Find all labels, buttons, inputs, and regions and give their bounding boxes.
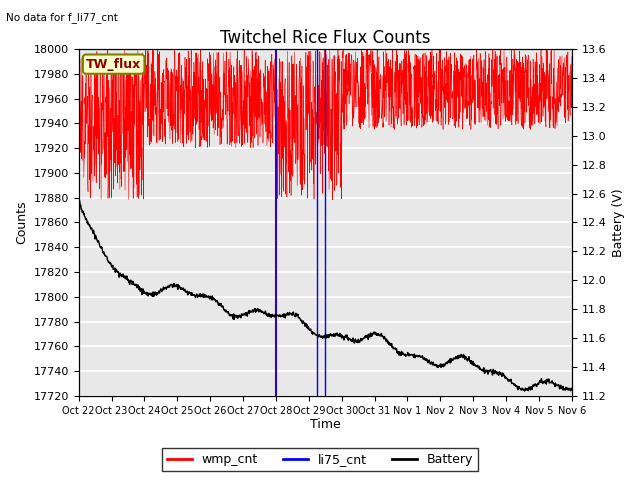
Y-axis label: Counts: Counts [15, 201, 28, 244]
Text: TW_flux: TW_flux [86, 58, 141, 71]
Legend: wmp_cnt, li75_cnt, Battery: wmp_cnt, li75_cnt, Battery [162, 448, 478, 471]
Text: No data for f_li77_cnt: No data for f_li77_cnt [6, 12, 118, 23]
X-axis label: Time: Time [310, 419, 340, 432]
Y-axis label: Battery (V): Battery (V) [612, 188, 625, 257]
Title: Twitchel Rice Flux Counts: Twitchel Rice Flux Counts [220, 29, 431, 48]
